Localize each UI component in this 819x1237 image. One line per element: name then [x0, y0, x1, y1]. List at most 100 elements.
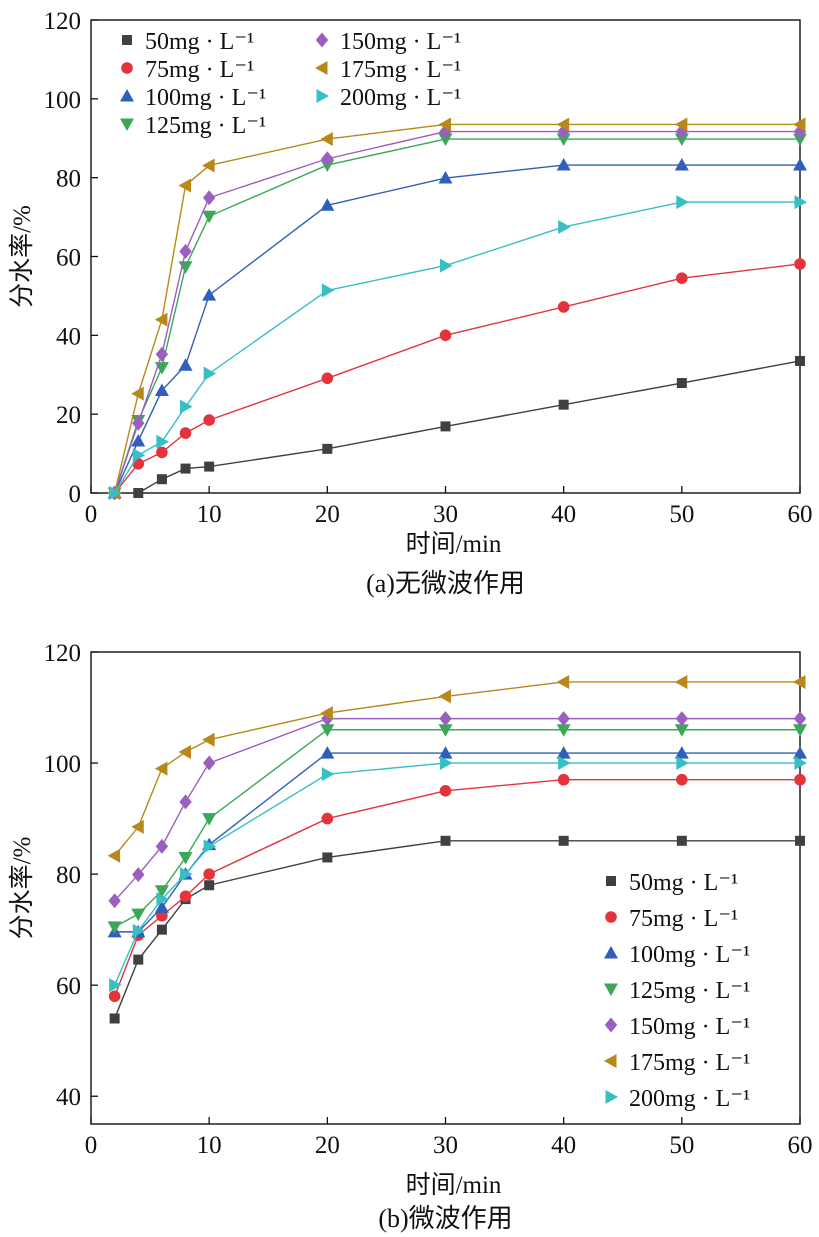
data-point	[438, 117, 451, 132]
y-tick-label: 100	[44, 751, 82, 778]
x-tick-label: 10	[197, 1132, 222, 1159]
data-point	[676, 756, 689, 771]
data-point	[794, 773, 806, 786]
data-point	[179, 794, 192, 810]
data-point	[321, 283, 335, 298]
legend-label: 100mg · L⁻¹	[629, 942, 750, 968]
data-point	[794, 258, 806, 270]
legend-label: 50mg · L⁻¹	[145, 29, 254, 55]
x-tick-label: 0	[85, 501, 98, 528]
data-point	[203, 839, 217, 854]
series-line	[114, 752, 800, 933]
data-point	[202, 210, 217, 224]
y-tick-label: 80	[56, 862, 81, 889]
y-tick-label: 120	[44, 640, 82, 667]
legend-label: 200mg · L⁻¹	[629, 1086, 750, 1112]
data-point	[202, 158, 215, 173]
series-line	[114, 360, 801, 494]
series-line	[114, 201, 800, 494]
data-point	[793, 117, 806, 132]
data-point	[676, 378, 687, 389]
data-point	[556, 724, 571, 737]
data-point	[203, 414, 215, 426]
data-point	[440, 835, 451, 846]
y-axis-title: 分水率/%	[8, 205, 36, 308]
data-point	[440, 258, 453, 273]
legend-label: 200mg · L⁻¹	[340, 85, 461, 111]
legend-marker	[120, 89, 134, 102]
legend-marker	[604, 946, 618, 959]
y-tick-label: 60	[56, 245, 81, 272]
data-point	[108, 893, 121, 909]
legend-label: 125mg · L⁻¹	[145, 113, 266, 139]
x-tick-label: 30	[433, 501, 458, 528]
series-line	[114, 681, 800, 857]
data-point	[438, 171, 453, 184]
data-point	[156, 474, 167, 485]
series-line	[113, 164, 800, 494]
data-point	[180, 463, 191, 474]
data-point	[178, 178, 192, 193]
data-point	[439, 329, 452, 342]
data-point	[320, 132, 333, 147]
data-point	[108, 990, 121, 1003]
data-point	[131, 386, 144, 401]
legend-label: 75mg · L⁻¹	[145, 57, 254, 83]
data-point	[795, 355, 805, 366]
data-point	[557, 773, 570, 786]
data-point	[674, 746, 689, 759]
data-point	[793, 711, 807, 727]
data-point	[558, 835, 569, 846]
legend-label: 150mg · L⁻¹	[629, 1014, 750, 1040]
series-line	[114, 717, 800, 902]
y-axis-title: 分水率/%	[8, 837, 36, 940]
legend-marker	[121, 62, 133, 74]
legend-marker	[604, 1017, 618, 1033]
data-point	[180, 867, 193, 882]
data-point	[320, 724, 335, 737]
series-line	[113, 130, 800, 494]
data-point	[556, 158, 571, 171]
data-point	[795, 835, 805, 846]
x-tick-label: 60	[788, 501, 813, 528]
data-point	[676, 835, 687, 846]
series-line	[113, 840, 800, 1019]
y-tick-label: 40	[56, 323, 81, 350]
data-point	[202, 755, 216, 771]
y-tick-label: 60	[56, 973, 81, 1000]
data-point	[179, 427, 192, 439]
data-point	[107, 848, 121, 863]
x-axis-title: 时间/min	[406, 1171, 502, 1199]
data-point	[440, 756, 453, 771]
data-point	[674, 724, 689, 737]
data-point	[321, 812, 334, 825]
data-point	[132, 867, 145, 883]
data-point	[107, 921, 122, 934]
y-tick-label: 100	[44, 87, 82, 114]
series-line	[113, 762, 800, 986]
data-point	[439, 711, 452, 727]
data-point	[793, 674, 806, 689]
series-line	[113, 779, 800, 997]
legend-marker	[122, 35, 132, 45]
data-point	[320, 706, 333, 721]
legend-label: 125mg · L⁻¹	[629, 978, 750, 1004]
data-point	[179, 890, 192, 903]
data-point	[674, 133, 689, 147]
data-point	[109, 1013, 120, 1024]
panel-caption: (b)微波作用	[378, 1204, 512, 1233]
data-point	[178, 744, 192, 759]
data-point	[558, 756, 571, 771]
data-point	[321, 151, 334, 167]
data-point	[202, 190, 216, 206]
data-point	[675, 711, 689, 727]
legend-label: 75mg · L⁻¹	[629, 906, 738, 932]
legend-marker	[605, 911, 617, 923]
data-point	[557, 711, 570, 727]
data-point	[109, 486, 122, 500]
legend-label: 50mg · L⁻¹	[629, 870, 738, 896]
data-point	[156, 434, 169, 449]
legend-marker	[606, 876, 616, 886]
data-point	[676, 195, 689, 210]
